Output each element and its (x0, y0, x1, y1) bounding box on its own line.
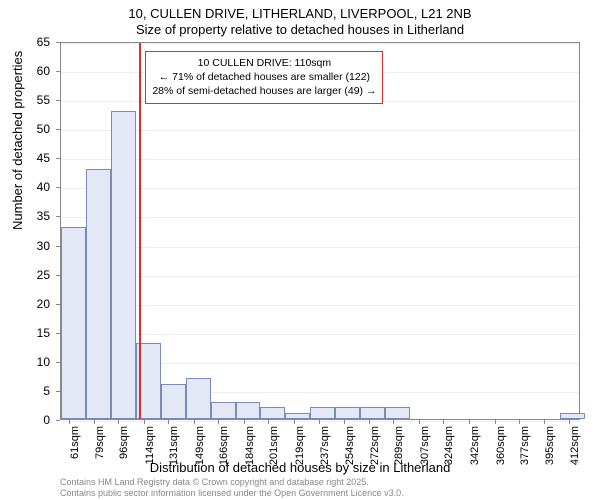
x-tick-label: 360sqm (495, 426, 507, 476)
chart-title-line2: Size of property relative to detached ho… (0, 22, 600, 37)
x-tick-label: 237sqm (319, 426, 331, 476)
histogram-bar (61, 227, 86, 419)
histogram-bar (236, 402, 261, 419)
callout-line1: 10 CULLEN DRIVE: 110sqm (152, 56, 376, 70)
x-tick-label: 412sqm (569, 426, 581, 476)
y-tick-label: 30 (0, 239, 50, 253)
x-tick-label: 254sqm (344, 426, 356, 476)
x-tick-label: 307sqm (419, 426, 431, 476)
x-tick-mark (519, 420, 520, 424)
y-tick-mark (56, 42, 60, 43)
y-tick-label: 55 (0, 93, 50, 107)
x-tick-mark (319, 420, 320, 424)
marker-line (139, 43, 141, 419)
x-tick-mark (244, 420, 245, 424)
histogram-bar (111, 111, 136, 419)
histogram-bar (385, 407, 410, 419)
x-tick-label: 166sqm (218, 426, 230, 476)
x-tick-label: 149sqm (194, 426, 206, 476)
x-tick-label: 272sqm (369, 426, 381, 476)
y-tick-label: 10 (0, 355, 50, 369)
callout-line2: ← 71% of detached houses are smaller (12… (152, 70, 376, 84)
x-tick-mark (393, 420, 394, 424)
plot-area: 10 CULLEN DRIVE: 110sqm← 71% of detached… (60, 42, 580, 420)
y-tick-label: 25 (0, 268, 50, 282)
x-tick-label: 219sqm (294, 426, 306, 476)
x-tick-mark (369, 420, 370, 424)
y-tick-mark (56, 275, 60, 276)
y-tick-label: 45 (0, 151, 50, 165)
x-tick-label: 131sqm (168, 426, 180, 476)
x-tick-label: 324sqm (443, 426, 455, 476)
footer-text: Contains HM Land Registry data © Crown c… (60, 477, 404, 498)
x-tick-mark (168, 420, 169, 424)
chart-title-line1: 10, CULLEN DRIVE, LITHERLAND, LIVERPOOL,… (0, 6, 600, 21)
marker-callout: 10 CULLEN DRIVE: 110sqm← 71% of detached… (145, 51, 383, 104)
x-tick-mark (218, 420, 219, 424)
y-tick-mark (56, 391, 60, 392)
histogram-bar (310, 407, 335, 419)
footer-line2: Contains public sector information licen… (60, 488, 404, 498)
x-tick-label: 61sqm (69, 426, 81, 476)
histogram-bar (360, 407, 385, 419)
x-tick-mark (194, 420, 195, 424)
y-tick-mark (56, 246, 60, 247)
chart-container: 10, CULLEN DRIVE, LITHERLAND, LIVERPOOL,… (0, 0, 600, 500)
x-tick-label: 289sqm (393, 426, 405, 476)
callout-line3: 28% of semi-detached houses are larger (… (152, 84, 376, 98)
footer-line1: Contains HM Land Registry data © Crown c… (60, 477, 404, 487)
x-tick-mark (569, 420, 570, 424)
x-tick-label: 201sqm (268, 426, 280, 476)
x-tick-mark (144, 420, 145, 424)
y-tick-label: 40 (0, 180, 50, 194)
x-tick-mark (94, 420, 95, 424)
x-tick-mark (443, 420, 444, 424)
histogram-bar (211, 402, 236, 419)
histogram-bar (560, 413, 585, 419)
x-tick-mark (294, 420, 295, 424)
histogram-bar (161, 384, 186, 419)
x-tick-mark (495, 420, 496, 424)
x-tick-label: 342sqm (469, 426, 481, 476)
histogram-bar (260, 407, 285, 419)
histogram-bar (285, 413, 310, 419)
y-tick-mark (56, 187, 60, 188)
y-tick-label: 15 (0, 326, 50, 340)
y-tick-mark (56, 71, 60, 72)
y-tick-label: 20 (0, 297, 50, 311)
y-tick-mark (56, 333, 60, 334)
y-tick-label: 50 (0, 122, 50, 136)
y-tick-label: 0 (0, 413, 50, 427)
x-tick-mark (544, 420, 545, 424)
histogram-bar (335, 407, 360, 419)
y-tick-mark (56, 304, 60, 305)
x-tick-label: 114sqm (144, 426, 156, 476)
x-tick-mark (118, 420, 119, 424)
y-tick-mark (56, 362, 60, 363)
histogram-bar (86, 169, 111, 419)
y-tick-mark (56, 158, 60, 159)
x-tick-mark (469, 420, 470, 424)
x-tick-label: 79sqm (94, 426, 106, 476)
y-tick-mark (56, 216, 60, 217)
x-tick-label: 377sqm (519, 426, 531, 476)
y-tick-mark (56, 100, 60, 101)
x-tick-mark (69, 420, 70, 424)
x-tick-label: 96sqm (118, 426, 130, 476)
x-tick-label: 184sqm (244, 426, 256, 476)
y-tick-label: 35 (0, 209, 50, 223)
x-tick-mark (419, 420, 420, 424)
y-tick-mark (56, 420, 60, 421)
x-tick-mark (268, 420, 269, 424)
x-tick-label: 395sqm (544, 426, 556, 476)
y-tick-label: 60 (0, 64, 50, 78)
y-tick-label: 5 (0, 384, 50, 398)
y-tick-label: 65 (0, 35, 50, 49)
y-tick-mark (56, 129, 60, 130)
x-tick-mark (344, 420, 345, 424)
histogram-bar (186, 378, 211, 419)
